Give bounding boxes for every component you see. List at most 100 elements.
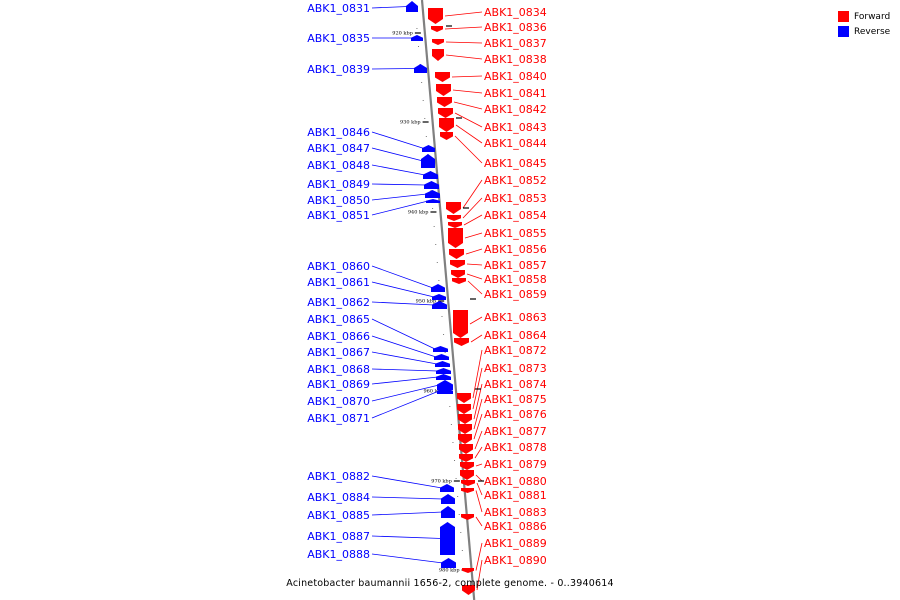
reverse-gene-feature bbox=[414, 64, 427, 73]
minor-tick bbox=[432, 208, 434, 209]
forward-gene-label: ABK1_0876 bbox=[484, 408, 547, 421]
forward-gene-label: ABK1_0838 bbox=[484, 53, 547, 66]
forward-gene-feature bbox=[450, 260, 465, 268]
forward-gene-leader bbox=[464, 232, 483, 239]
reverse-gene-feature bbox=[431, 284, 445, 292]
forward-gene-leader bbox=[475, 516, 483, 527]
reverse-gene-leader bbox=[371, 475, 443, 489]
reverse-gene-leader bbox=[371, 553, 444, 564]
reverse-gene-feature bbox=[432, 301, 447, 309]
forward-gene-label: ABK1_0889 bbox=[484, 537, 547, 550]
minor-tick bbox=[421, 82, 423, 83]
forward-gene-feature bbox=[453, 310, 468, 338]
forward-gene-feature bbox=[440, 132, 453, 140]
forward-gene-leader bbox=[444, 26, 483, 30]
forward-gene-leader bbox=[474, 430, 483, 450]
reverse-gene-leader bbox=[371, 183, 427, 186]
forward-gene-label: ABK1_0881 bbox=[484, 489, 547, 502]
reverse-gene-label: ABK1_0835 bbox=[307, 32, 370, 45]
reverse-gene-leader bbox=[371, 131, 425, 149]
reverse-gene-label: ABK1_0867 bbox=[307, 346, 370, 359]
kbp-tick-label: 970 kbp bbox=[431, 479, 452, 485]
forward-gene-label: ABK1_0857 bbox=[484, 259, 547, 272]
forward-gene-leader bbox=[476, 482, 483, 496]
forward-gene-feature bbox=[448, 228, 463, 248]
reverse-gene-feature bbox=[436, 374, 451, 380]
reverse-gene-leader bbox=[371, 318, 436, 350]
reverse-gene-leader bbox=[371, 390, 440, 419]
forward-gene-feature bbox=[454, 338, 469, 346]
forward-gene-label: ABK1_0873 bbox=[484, 362, 547, 375]
minor-tick bbox=[425, 136, 427, 137]
forward-gene-leader bbox=[445, 54, 483, 60]
reverse-gene-label: ABK1_0869 bbox=[307, 378, 370, 391]
forward-gene-feature bbox=[438, 108, 453, 118]
reverse-gene-leader bbox=[371, 193, 428, 201]
reverse-gene-feature bbox=[406, 1, 418, 12]
reverse-gene-label: ABK1_0849 bbox=[307, 178, 370, 191]
reverse-gene-label: ABK1_0888 bbox=[307, 548, 370, 561]
forward-gene-feature bbox=[461, 480, 475, 486]
kbp-tick-label: 940 kbp bbox=[408, 210, 429, 216]
minor-tick bbox=[422, 100, 424, 101]
reverse-gene-feature bbox=[434, 354, 449, 360]
minor-tick bbox=[443, 334, 445, 335]
reverse-gene-label: ABK1_0847 bbox=[307, 142, 370, 155]
forward-gene-leader bbox=[474, 446, 483, 459]
forward-gene-feature bbox=[461, 488, 474, 493]
reverse-gene-label: ABK1_0839 bbox=[307, 63, 370, 76]
forward-gene-feature bbox=[457, 404, 471, 414]
reverse-gene-leader bbox=[371, 511, 444, 516]
minor-tick bbox=[452, 442, 454, 443]
forward-gene-label: ABK1_0880 bbox=[484, 475, 547, 488]
forward-gene-label: ABK1_0875 bbox=[484, 393, 547, 406]
forward-gene-feature bbox=[460, 470, 474, 480]
kbp-tick-label: 980 kbp bbox=[439, 568, 460, 574]
reverse-gene-leader bbox=[371, 535, 443, 539]
forward-gene-leader bbox=[473, 383, 483, 420]
forward-gene-feature bbox=[462, 568, 474, 573]
minor-tick bbox=[449, 406, 451, 407]
forward-gene-leader bbox=[444, 11, 483, 17]
reverse-gene-label: ABK1_0850 bbox=[307, 194, 370, 207]
forward-gene-leader bbox=[452, 89, 483, 94]
reverse-gene-feature bbox=[441, 506, 455, 518]
reverse-gene-feature bbox=[411, 35, 423, 41]
forward-gene-label: ABK1_0854 bbox=[484, 209, 547, 222]
forward-gene-leader bbox=[469, 316, 483, 325]
forward-gene-feature bbox=[436, 84, 451, 96]
forward-gene-leader bbox=[470, 334, 483, 343]
forward-gene-label: ABK1_0834 bbox=[484, 6, 547, 19]
reverse-gene-feature bbox=[440, 484, 454, 492]
forward-gene-feature bbox=[457, 393, 471, 403]
legend-forward-label: Forward bbox=[854, 11, 891, 22]
reverse-gene-label: ABK1_0885 bbox=[307, 509, 370, 522]
minor-tick bbox=[433, 226, 435, 227]
forward-gene-label: ABK1_0883 bbox=[484, 506, 547, 519]
forward-gene-feature bbox=[448, 222, 462, 228]
forward-gene-leader bbox=[473, 398, 483, 430]
minor-tick bbox=[441, 316, 443, 317]
forward-gene-leader bbox=[466, 273, 483, 280]
reverse-gene-label: ABK1_0887 bbox=[307, 530, 370, 543]
forward-gene-label: ABK1_0843 bbox=[484, 121, 547, 134]
forward-gene-feature bbox=[460, 462, 474, 470]
forward-gene-leader bbox=[472, 349, 483, 399]
reverse-gene-feature bbox=[424, 181, 439, 189]
forward-gene-label: ABK1_0852 bbox=[484, 174, 547, 187]
reverse-gene-leader bbox=[371, 281, 435, 298]
minor-tick bbox=[416, 28, 418, 29]
minor-tick bbox=[458, 514, 460, 515]
reverse-gene-label: ABK1_0862 bbox=[307, 296, 370, 309]
forward-gene-label: ABK1_0845 bbox=[484, 157, 547, 170]
kbp-tick-label: 930 kbp bbox=[400, 120, 421, 126]
forward-gene-feature bbox=[451, 270, 465, 278]
reverse-gene-feature bbox=[437, 380, 453, 390]
minor-tick bbox=[461, 550, 463, 551]
minor-tick bbox=[418, 46, 420, 47]
forward-gene-label: ABK1_0877 bbox=[484, 425, 547, 438]
reverse-gene-feature bbox=[433, 346, 448, 352]
forward-gene-label: ABK1_0890 bbox=[484, 554, 547, 567]
forward-gene-leader bbox=[445, 41, 483, 44]
genome-axis bbox=[420, 0, 476, 600]
